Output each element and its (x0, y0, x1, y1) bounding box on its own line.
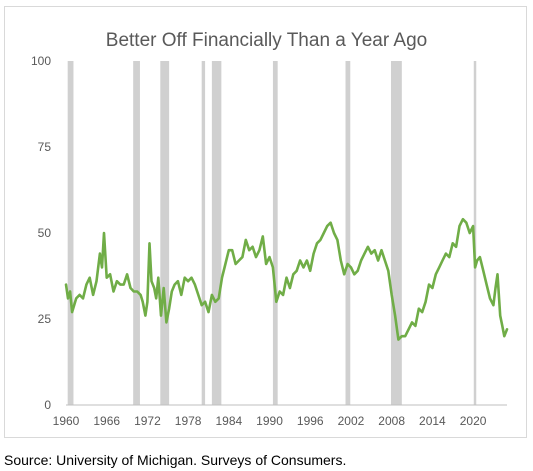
x-tick-label: 1978 (175, 414, 202, 428)
x-tick-label: 1960 (53, 414, 80, 428)
y-tick-label: 100 (31, 54, 51, 68)
y-tick-labels: 0 25 50 75 100 (31, 54, 51, 412)
x-tick-label: 1972 (134, 414, 161, 428)
recession-band-3 (201, 61, 206, 405)
series-line-0 (64, 217, 509, 341)
x-tick-label: 2014 (419, 414, 446, 428)
recession-band-1 (133, 61, 140, 405)
recession-band-2 (160, 61, 170, 405)
chart-frame (4, 6, 527, 438)
y-tick-label: 0 (44, 398, 51, 412)
recession-band-0 (67, 61, 74, 405)
series-layer (64, 217, 509, 341)
source-note: Source: University of Michigan. Surveys … (4, 452, 347, 468)
x-tick-label: 1996 (297, 414, 324, 428)
recession-band-6 (345, 61, 351, 405)
recession-band-4 (211, 61, 222, 405)
recession-band-5 (272, 61, 278, 405)
recession-band-8 (473, 61, 477, 405)
y-tick-label: 75 (38, 140, 52, 154)
x-tick-labels: 1960 1966 1972 1978 1984 1990 1996 2002 2008 2014… (53, 414, 487, 428)
x-tick-label: 2008 (378, 414, 405, 428)
x-tick-label: 1990 (256, 414, 283, 428)
x-tick-label: 1966 (93, 414, 120, 428)
y-tick-label: 25 (38, 312, 52, 326)
x-tick-label: 1984 (215, 414, 242, 428)
x-tick-label: 2002 (338, 414, 365, 428)
x-tick-label: 2020 (460, 414, 487, 428)
chart-title: Better Off Financially Than a Year Ago (105, 30, 428, 51)
y-tick-label: 50 (38, 226, 52, 240)
recession-band-7 (390, 61, 402, 405)
recession-bands (67, 61, 477, 405)
